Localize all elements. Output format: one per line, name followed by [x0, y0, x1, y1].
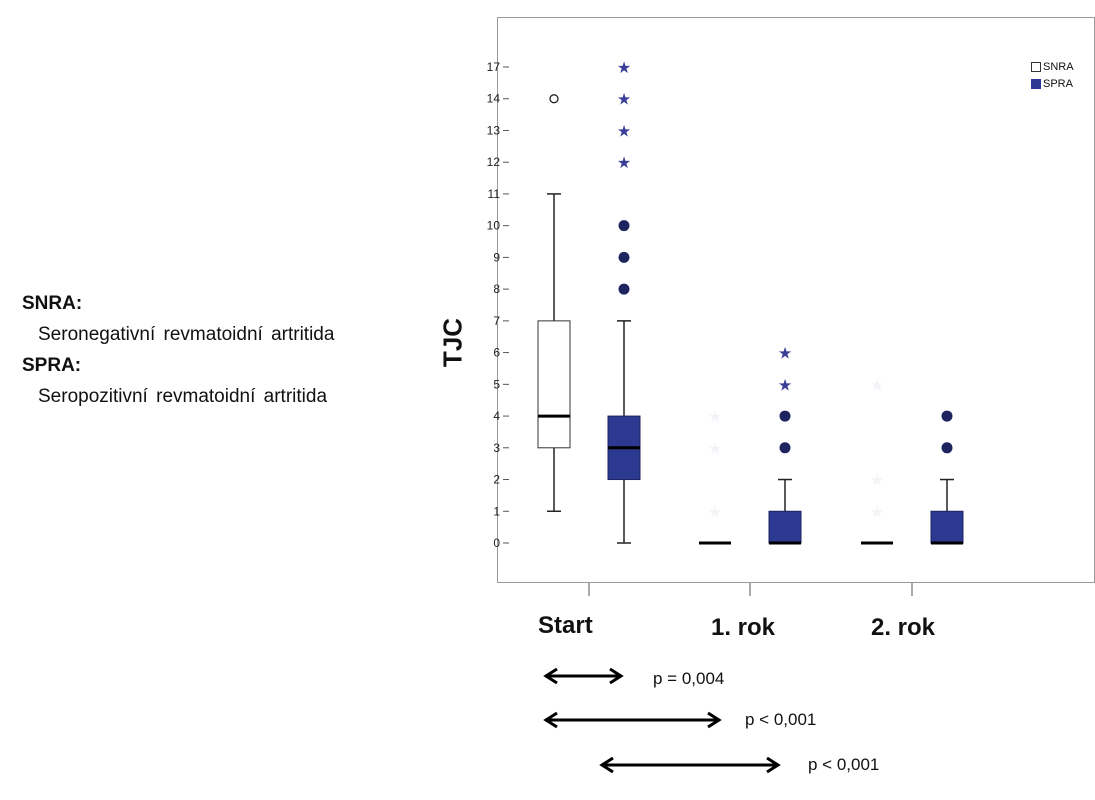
- extreme-spra-1-6: ★: [778, 344, 792, 363]
- category-label-2-rok: 2. rok: [871, 614, 936, 641]
- y-tick-label-13: 13: [487, 123, 501, 137]
- y-tick-label-4: 4: [493, 409, 500, 423]
- comparison-arrowhead-left-0: [543, 667, 558, 685]
- outlier-spra-0-9: [618, 251, 630, 263]
- snra-definition: Seronegativní revmatoidní artritida: [38, 324, 335, 345]
- y-tick-label-6: 6: [493, 346, 500, 360]
- spra-term: SPRA:: [22, 355, 82, 376]
- legend-item-spra: SPRA: [1031, 78, 1073, 90]
- extreme-snra-2-1: ★: [870, 502, 884, 521]
- y-tick-label-1: 1: [493, 504, 500, 518]
- y-tick-label-3: 3: [493, 441, 500, 455]
- extreme-spra-1-5: ★: [778, 375, 792, 394]
- legend-item-snra: SNRA: [1031, 61, 1074, 73]
- extreme-spra-0-12: ★: [617, 153, 631, 172]
- p-value-1-rok: p < 0,001: [745, 710, 817, 729]
- outlier-spra-0-10: [618, 220, 630, 232]
- legend-label-spra: SPRA: [1043, 78, 1073, 90]
- y-tick-label-9: 9: [493, 250, 500, 264]
- outlier-spra-2-4: [941, 410, 953, 422]
- extreme-spra-0-17: ★: [617, 58, 631, 77]
- y-tick-label-7: 7: [493, 314, 500, 328]
- snra-term: SNRA:: [22, 293, 83, 314]
- legend-swatch-snra: [1031, 62, 1041, 72]
- y-tick-label-14: 14: [487, 92, 501, 106]
- extreme-snra-1-1: ★: [708, 502, 722, 521]
- extreme-spra-0-14: ★: [617, 90, 631, 109]
- outlier-spra-0-8: [618, 283, 630, 295]
- comparison-arrowhead-right-2: [766, 756, 781, 774]
- box-spra-2: [930, 510, 964, 544]
- comparison-arrowhead-left-2: [599, 756, 614, 774]
- outlier-snra-0-14: [549, 94, 559, 104]
- extreme-spra-0-13: ★: [617, 121, 631, 140]
- y-tick-label-0: 0: [493, 536, 500, 550]
- box-snra-0: [537, 320, 571, 449]
- comparison-arrowhead-left-1: [543, 711, 558, 729]
- category-label-start: Start: [538, 612, 593, 639]
- extreme-snra-2-2: ★: [870, 471, 884, 490]
- legend-label-snra: SNRA: [1043, 61, 1074, 73]
- spra-definition: Seropozitivní revmatoidní artritida: [38, 386, 328, 407]
- category-label-1-rok: 1. rok: [711, 614, 776, 641]
- extreme-snra-1-4: ★: [708, 407, 722, 426]
- y-tick-label-12: 12: [487, 155, 501, 169]
- extreme-snra-1-3: ★: [708, 439, 722, 458]
- y-tick-label-2: 2: [493, 473, 500, 487]
- outlier-spra-2-3: [941, 442, 953, 454]
- box-spra-1: [768, 510, 802, 544]
- comparison-arrowhead-right-0: [609, 667, 624, 685]
- outlier-spra-1-4: [779, 410, 791, 422]
- p-value-start: p = 0,004: [653, 669, 725, 688]
- comparison-arrowhead-right-1: [707, 711, 722, 729]
- legend-swatch-spra: [1031, 79, 1041, 89]
- extreme-snra-2-5: ★: [870, 375, 884, 394]
- outlier-spra-1-3: [779, 442, 791, 454]
- y-tick-label-5: 5: [493, 377, 500, 391]
- y-tick-label-10: 10: [487, 219, 501, 233]
- y-tick-label-17: 17: [487, 60, 501, 74]
- p-value-2-rok: p < 0,001: [808, 755, 880, 774]
- abbreviation-legend: SNRA: Seronegativní revmatoidní artritid…: [22, 288, 334, 412]
- y-tick-label-11: 11: [488, 187, 501, 201]
- y-tick-label-8: 8: [493, 282, 500, 296]
